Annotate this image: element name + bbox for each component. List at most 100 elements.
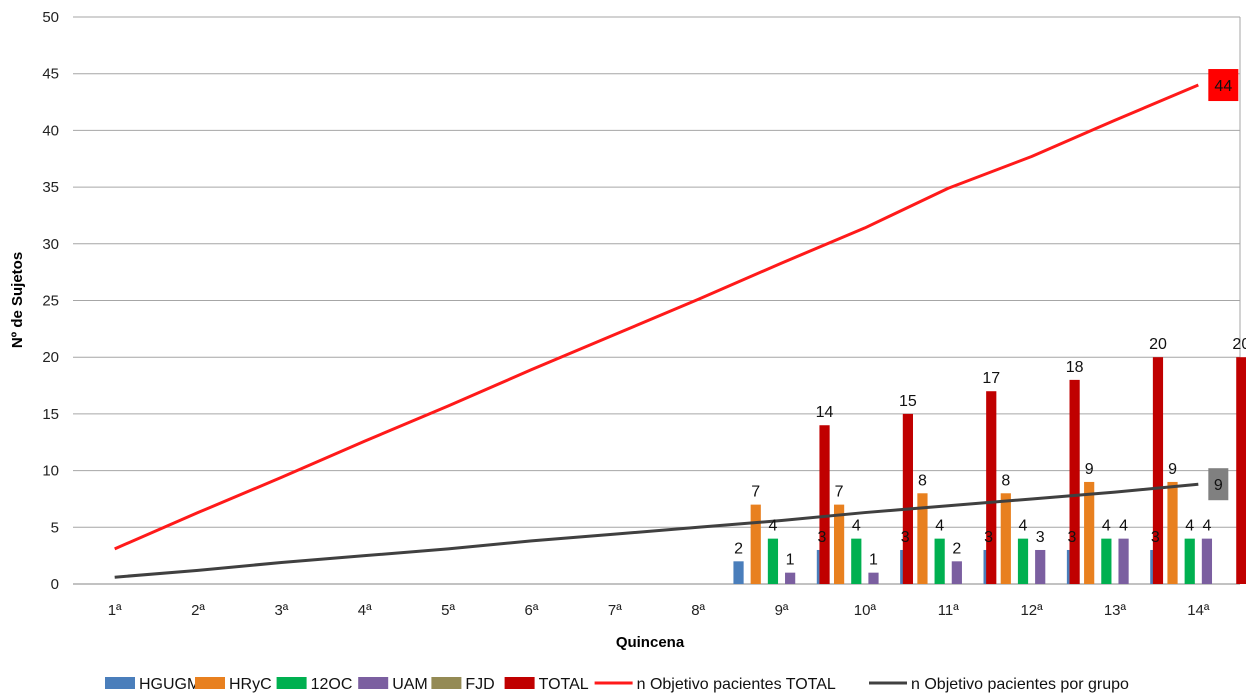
y-axis-title: Nº de Sujetos <box>9 252 26 348</box>
bar-value-label: 4 <box>1185 518 1194 535</box>
legend-label: TOTAL <box>539 676 589 693</box>
bar-value-label: 3 <box>984 529 993 546</box>
line-objetivo-total <box>114 83 1199 551</box>
bar-value-label: 15 <box>899 393 917 410</box>
bar-value-label: 3 <box>901 529 910 546</box>
bar-total <box>1152 357 1164 584</box>
bar-value-label: 4 <box>935 518 944 535</box>
x-tick-label: 3ª <box>274 602 288 619</box>
x-tick-label: 13ª <box>1104 602 1127 619</box>
line-end-label-box <box>1208 69 1239 102</box>
bar-hryc <box>1084 481 1095 584</box>
legend-swatch <box>504 677 535 689</box>
bar-12oc <box>934 538 945 584</box>
bar-value-label: 3 <box>1068 529 1077 546</box>
bar-uam <box>1201 538 1213 584</box>
y-tick-label: 20 <box>42 349 59 366</box>
bar-value-label: 9 <box>1168 461 1177 478</box>
bars <box>733 357 1246 584</box>
bar-value-label: 20 <box>1149 336 1167 353</box>
bar-uam <box>785 572 796 584</box>
x-tick-label: 11ª <box>938 602 960 619</box>
legend-swatch <box>276 677 307 689</box>
bar-hryc <box>750 504 761 584</box>
goal-lines <box>114 83 1199 579</box>
bar-hryc <box>1000 493 1011 584</box>
bar-total <box>902 413 913 584</box>
bar-12oc <box>1101 538 1112 584</box>
y-tick-label: 5 <box>51 519 59 536</box>
bar-value-label: 1 <box>786 552 795 569</box>
bar-uam <box>951 561 962 584</box>
bar-value-label: 4 <box>1102 518 1111 535</box>
legend-label: FJD <box>465 676 494 693</box>
y-tick-label: 0 <box>51 576 59 593</box>
bar-value-label: 7 <box>751 484 760 501</box>
bar-uam <box>868 572 879 584</box>
x-tick-label: 6ª <box>525 602 539 619</box>
bar-hryc <box>833 504 845 584</box>
bar-value-label: 4 <box>852 518 861 535</box>
legend-label: n Objetivo pacientes por grupo <box>911 676 1129 693</box>
bar-12oc <box>851 538 862 584</box>
bar-12oc <box>1184 538 1195 584</box>
bar-total <box>1236 357 1246 584</box>
bar-value-label: 1 <box>869 552 878 569</box>
bar-value-label: 4 <box>1119 518 1128 535</box>
x-axis-title: Quincena <box>616 634 685 651</box>
bar-value-label: 9 <box>1085 461 1094 478</box>
legend-swatch <box>358 677 389 689</box>
bar-value-label: 4 <box>1202 518 1211 535</box>
x-tick-label: 9ª <box>775 602 789 619</box>
legend-swatch <box>195 677 225 689</box>
bar-value-label: 20 <box>1232 336 1246 353</box>
gridlines <box>73 16 1241 585</box>
bar-hryc <box>917 493 928 584</box>
x-tick-label: 5ª <box>441 602 455 619</box>
y-tick-label: 10 <box>42 463 59 480</box>
x-tick-label: 1ª <box>108 602 122 619</box>
bar-value-label: 18 <box>1066 359 1084 376</box>
line-end-label: 44 <box>1214 78 1232 95</box>
y-tick-label: 25 <box>42 293 59 310</box>
legend-label: 12OC <box>311 676 353 693</box>
bar-value-label: 8 <box>1001 472 1010 489</box>
bar-value-label: 8 <box>918 472 927 489</box>
x-tick-label: 14ª <box>1187 602 1210 619</box>
bar-value-label: 2 <box>952 540 961 557</box>
x-tick-label: 12ª <box>1020 602 1043 619</box>
x-axis-ticks: 1ª 2ª 3ª 4ª 5ª 6ª 7ª 8ª 9ª 10ª 11ª 12ª 13ª 14ª <box>108 602 1210 619</box>
y-tick-label: 15 <box>42 406 59 423</box>
bar-value-label: 4 <box>1019 518 1028 535</box>
legend-swatch <box>105 677 135 689</box>
bar-total <box>1069 379 1080 584</box>
y-tick-label: 35 <box>42 179 59 196</box>
legend-label: UAM <box>392 676 428 693</box>
bar-value-label: 17 <box>982 370 1000 387</box>
line-objetivo-grupo <box>114 482 1199 579</box>
x-tick-label: 10ª <box>854 602 877 619</box>
y-tick-label: 45 <box>42 66 59 83</box>
bar-value-label: 3 <box>817 529 826 546</box>
bar-total <box>986 391 997 584</box>
bar-value-label: 3 <box>1151 529 1160 546</box>
x-tick-label: 4ª <box>358 602 372 619</box>
legend: HGUGM HRyC 12OC UAM FJD TOTAL n Objetivo pacie… <box>105 676 1129 693</box>
bar-hgugm <box>733 561 744 584</box>
bar-12oc <box>767 538 779 584</box>
bar-value-label: 14 <box>816 404 834 421</box>
y-tick-label: 40 <box>42 122 59 139</box>
bar-value-label: 7 <box>835 484 844 501</box>
line-end-label: 9 <box>1214 477 1223 494</box>
x-tick-label: 2ª <box>191 602 205 619</box>
bar-value-label: 3 <box>1036 529 1045 546</box>
line-end-label-box <box>1208 468 1229 501</box>
legend-label: HRyC <box>229 676 272 693</box>
x-tick-label: 7ª <box>608 602 622 619</box>
y-tick-label: 30 <box>42 236 59 253</box>
bar-hryc <box>1167 481 1178 584</box>
bar-12oc <box>1017 538 1029 584</box>
bar-total <box>819 425 830 584</box>
